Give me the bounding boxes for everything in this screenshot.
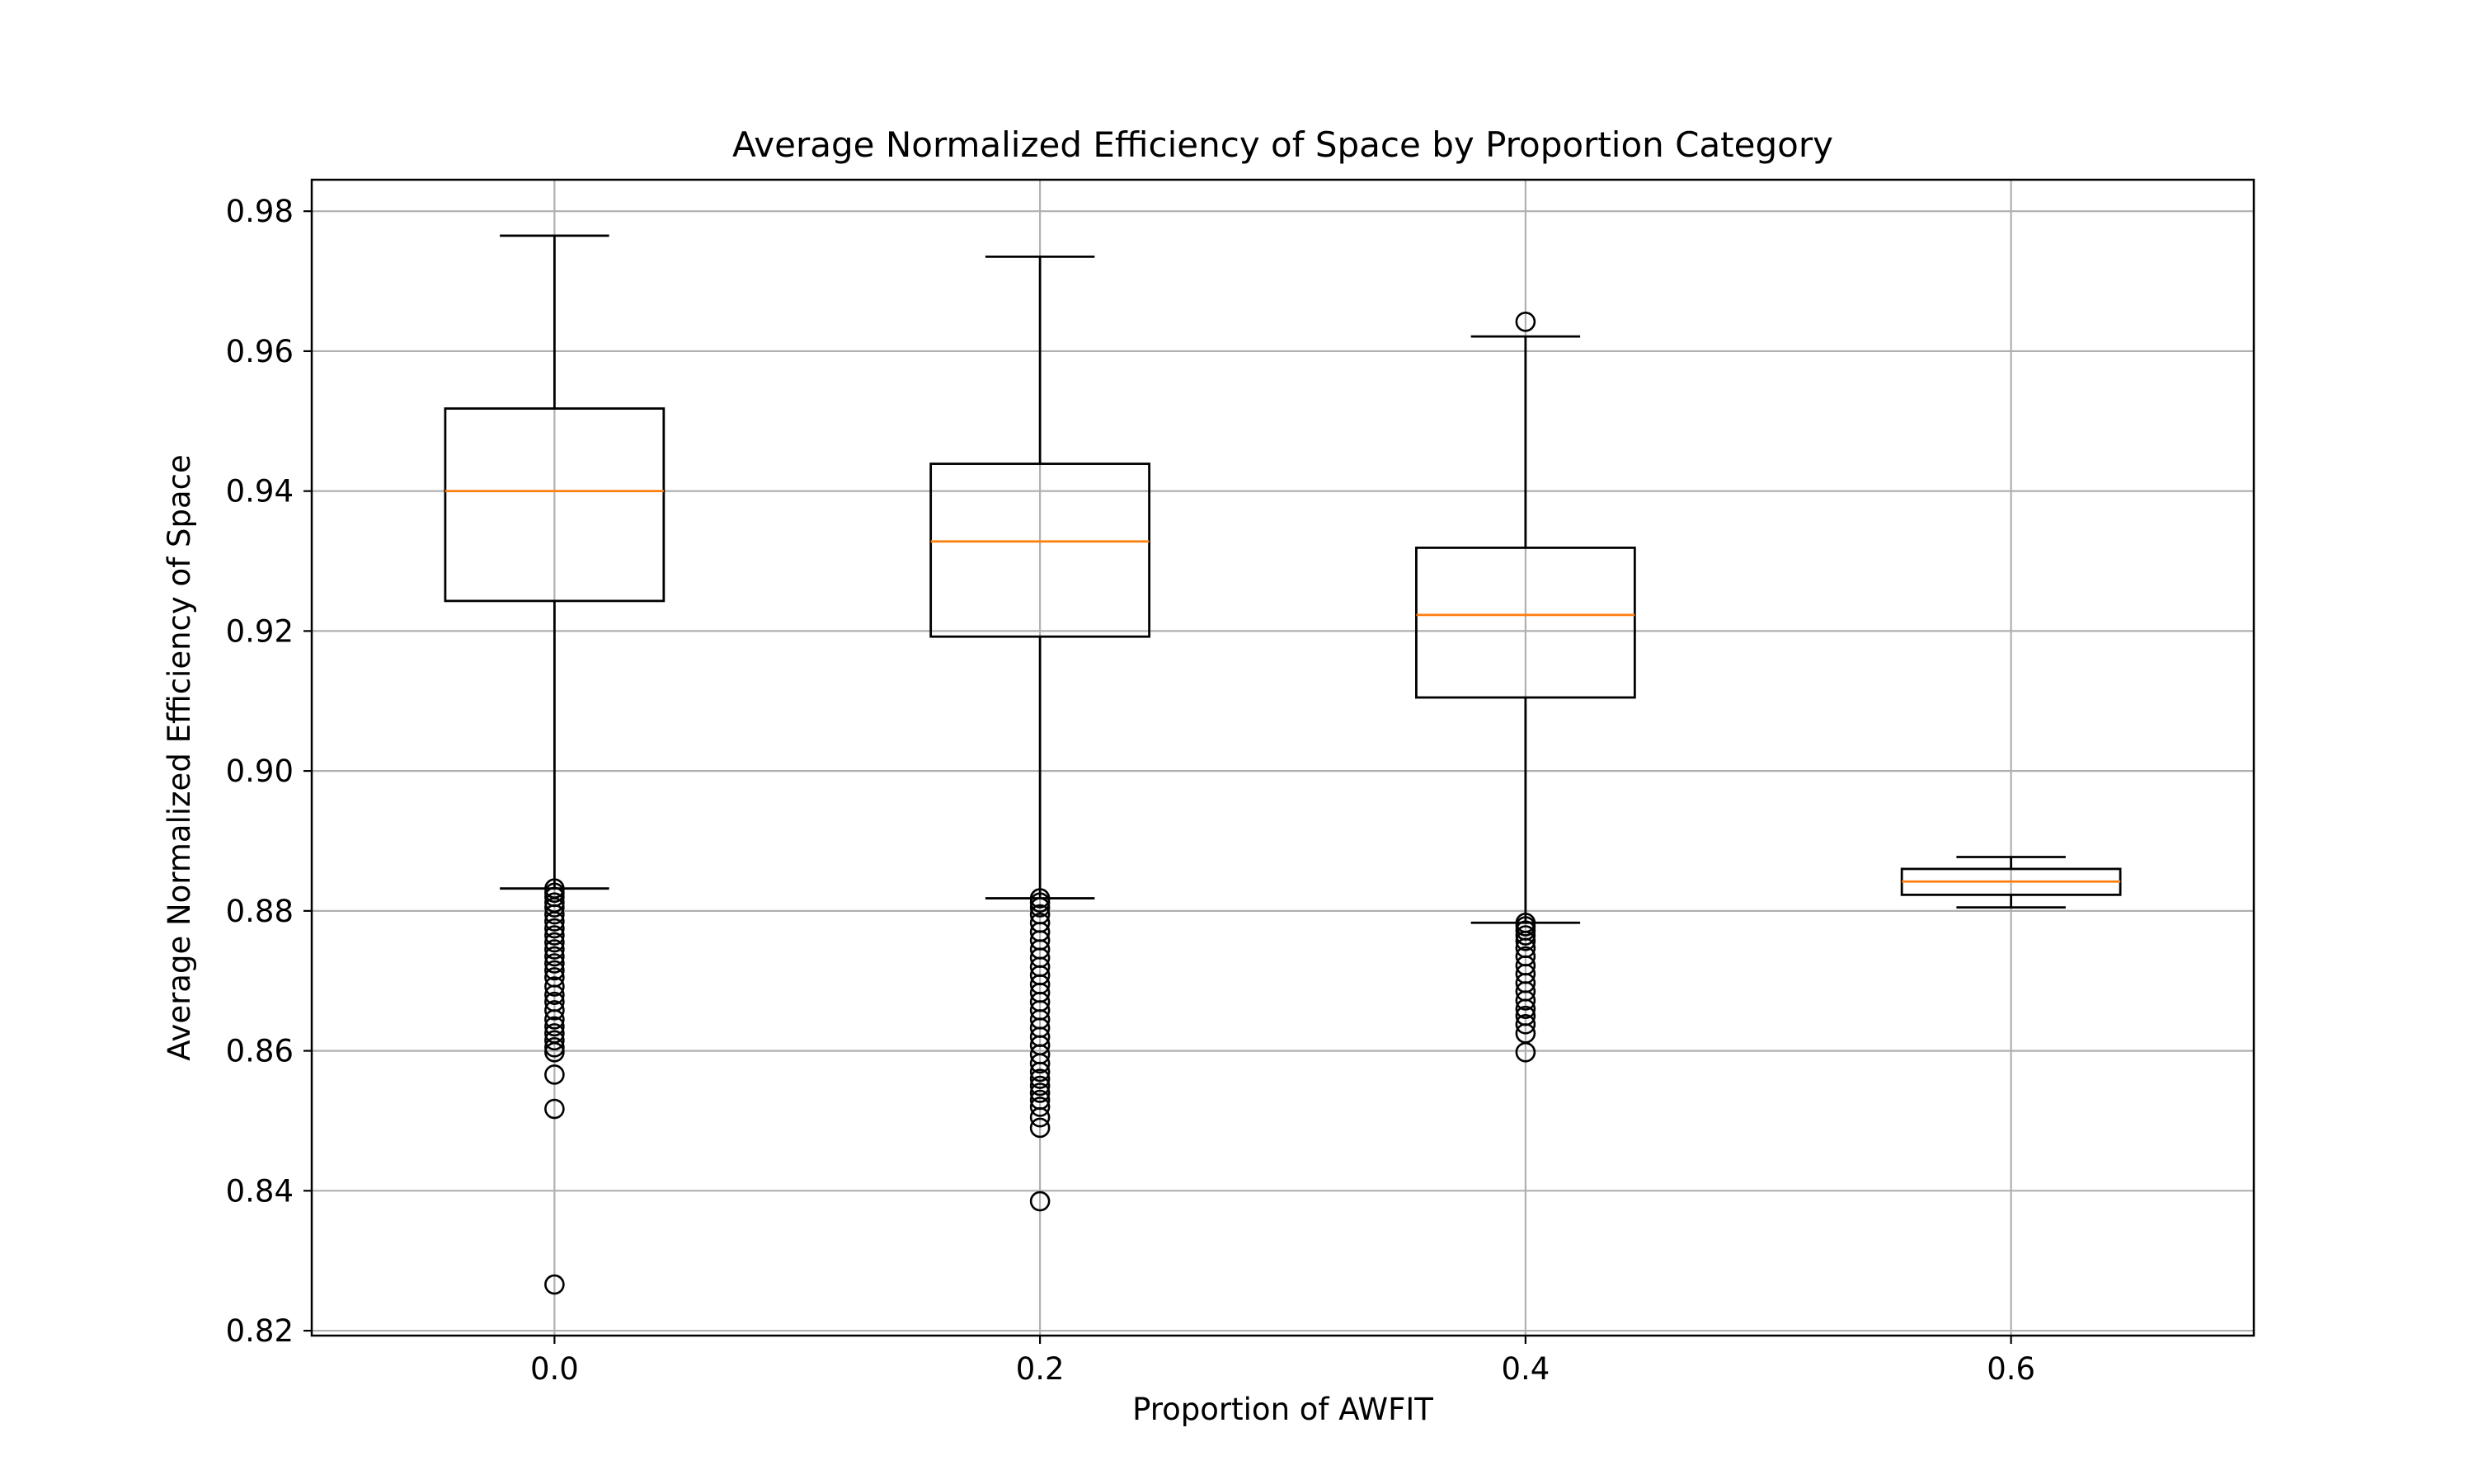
outlier-point	[544, 976, 565, 997]
x-tick-label: 0.4	[1501, 1351, 1550, 1387]
outlier-point	[544, 991, 565, 1012]
outlier-point	[1029, 904, 1051, 925]
outlier-point	[1515, 912, 1536, 933]
outlier-point	[1029, 888, 1051, 909]
outlier-point	[544, 892, 565, 913]
outlier-point	[544, 1037, 565, 1058]
iqr-box	[929, 463, 1150, 638]
box-0.4	[1415, 311, 1636, 1063]
iqr-box	[1415, 546, 1636, 699]
box-0.2	[929, 255, 1150, 1212]
x-tick-label: 0.6	[1987, 1351, 2035, 1387]
outlier-point	[544, 1000, 565, 1021]
outlier-point	[544, 1030, 565, 1051]
outlier-point	[1029, 1117, 1051, 1139]
outlier-point	[544, 967, 565, 988]
outlier-point	[544, 953, 565, 974]
box-0.6	[1900, 856, 2122, 909]
y-tick-label: 0.94	[226, 474, 294, 510]
outlier-point	[544, 1023, 565, 1044]
outlier-point	[544, 925, 565, 946]
outlier-point	[544, 1064, 565, 1085]
outlier-point	[544, 960, 565, 981]
outlier-point	[1029, 912, 1051, 933]
plot-frame	[310, 178, 2255, 1337]
y-tick-label: 0.84	[226, 1173, 294, 1209]
y-tick-label: 0.86	[226, 1034, 294, 1069]
outlier-point	[1515, 1014, 1536, 1035]
outlier-point	[1515, 946, 1536, 967]
x-axis-label: Proportion of AWFIT	[1132, 1392, 1433, 1427]
ticks: 0.82 0.84 0.86 0.88 0.90 0.92 0.94 0.96 0.98 0.0 0…	[226, 194, 2035, 1387]
outlier-point	[544, 918, 565, 939]
outlier-point	[544, 932, 565, 953]
outlier-point	[544, 1274, 565, 1295]
y-tick-label: 0.96	[226, 334, 294, 369]
boxes	[444, 234, 2122, 1295]
grid	[312, 180, 2254, 1336]
outlier-point	[1029, 1190, 1051, 1212]
y-tick-label: 0.88	[226, 894, 294, 929]
outlier-point	[544, 946, 565, 967]
outlier-point	[1515, 311, 1536, 332]
y-axis-label: Average Normalized Efficiency of Space	[162, 454, 197, 1060]
y-tick-label: 0.92	[226, 613, 294, 649]
y-tick-label: 0.90	[226, 754, 294, 789]
outlier-point	[544, 878, 565, 899]
y-tick-label: 0.82	[226, 1313, 294, 1349]
outlier-point	[1029, 1089, 1051, 1111]
outlier-point	[1029, 1068, 1051, 1089]
x-tick-label: 0.0	[530, 1351, 579, 1387]
chart-title: Average Normalized Efficiency of Space b…	[732, 124, 1833, 165]
outlier-point	[1515, 1005, 1536, 1026]
outlier-point	[544, 1016, 565, 1037]
outlier-point	[1029, 1075, 1051, 1097]
outlier-point	[544, 939, 565, 960]
outlier-point	[1029, 1082, 1051, 1103]
outlier-point	[1029, 897, 1051, 918]
y-tick-label: 0.98	[226, 194, 294, 229]
iqr-box	[444, 407, 666, 603]
outlier-point	[1515, 925, 1536, 946]
outlier-point	[1029, 1097, 1051, 1117]
box-0.0	[444, 234, 666, 1295]
outlier-point	[544, 1098, 565, 1120]
x-tick-label: 0.2	[1016, 1351, 1065, 1387]
